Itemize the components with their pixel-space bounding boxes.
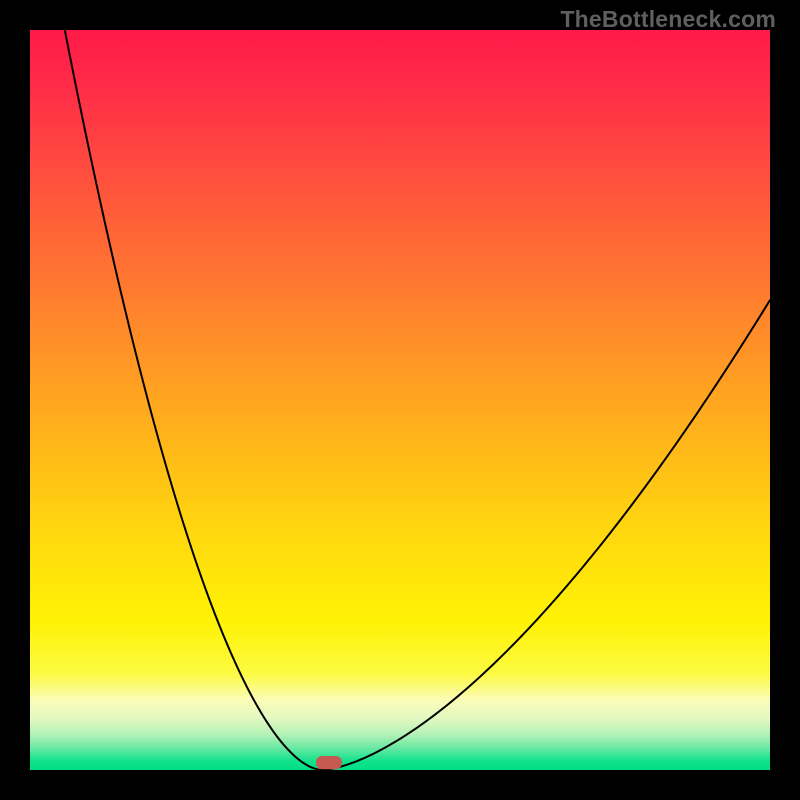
watermark-text: TheBottleneck.com (560, 6, 776, 33)
bottleneck-curve (65, 30, 770, 770)
chart-svg (30, 30, 770, 770)
plot-area (30, 30, 770, 770)
cusp-marker (316, 756, 342, 769)
